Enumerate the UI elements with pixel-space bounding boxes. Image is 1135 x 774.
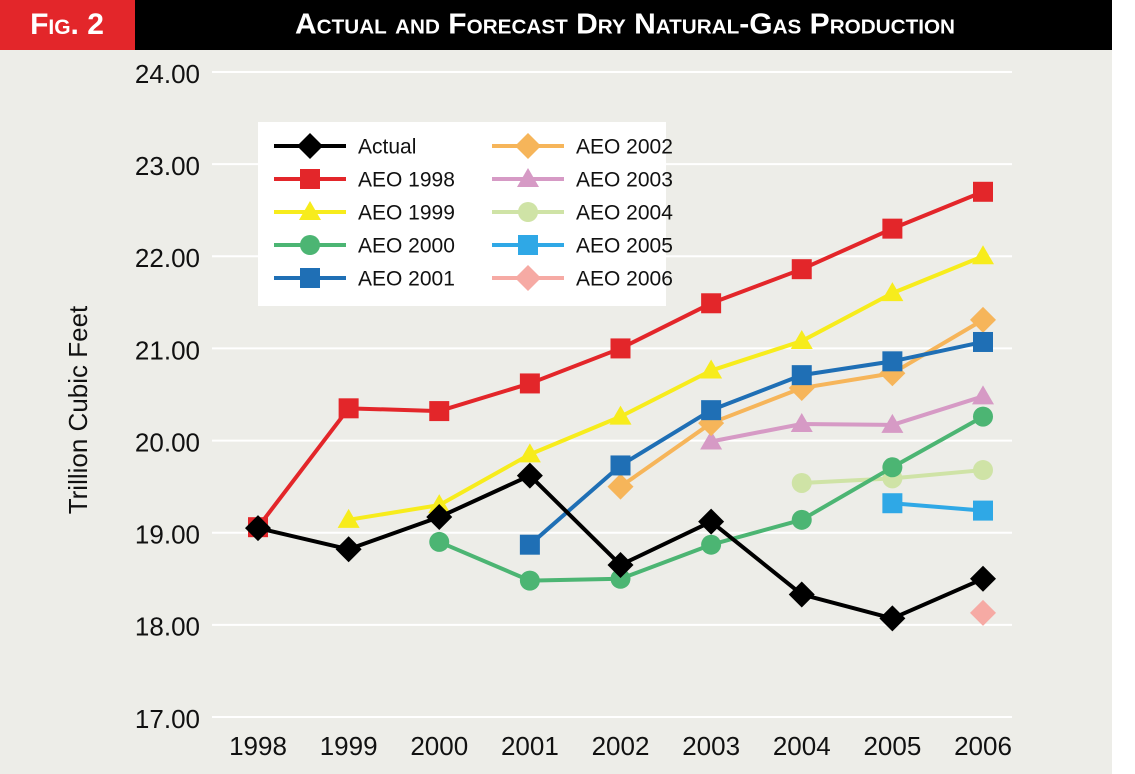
header-bar	[0, 0, 1112, 50]
marker	[973, 500, 993, 521]
marker	[882, 457, 903, 478]
marker	[973, 460, 993, 481]
marker	[609, 405, 632, 425]
legend-label: AEO 2003	[576, 169, 673, 192]
legend-marker	[518, 235, 538, 255]
y-tick-label: 17.00	[135, 704, 200, 734]
marker	[788, 581, 815, 608]
legend-marker	[518, 202, 538, 222]
marker	[607, 473, 634, 500]
marker	[881, 413, 904, 433]
marker	[882, 493, 903, 514]
y-tick-label: 22.00	[135, 243, 200, 273]
marker	[337, 508, 360, 528]
marker	[972, 385, 994, 405]
x-tick-label: 2002	[592, 731, 650, 761]
background	[0, 0, 1112, 774]
y-tick-label: 20.00	[135, 427, 200, 457]
marker	[701, 293, 722, 314]
legend-marker	[300, 235, 320, 255]
marker	[973, 181, 993, 202]
marker	[701, 534, 722, 555]
marker	[519, 534, 540, 555]
legend-label: AEO 2004	[576, 202, 673, 225]
chart-title: Actual and Forecast Dry Natural-Gas Prod…	[295, 9, 955, 41]
legend-marker	[300, 268, 320, 288]
legend-label: AEO 1998	[358, 169, 455, 192]
marker	[790, 330, 813, 350]
marker	[519, 373, 540, 394]
y-tick-label: 24.00	[135, 59, 200, 89]
y-tick-label: 18.00	[135, 612, 200, 642]
legend-marker	[299, 201, 321, 220]
marker	[879, 605, 906, 632]
marker	[335, 536, 362, 563]
marker	[516, 462, 543, 489]
legend-marker	[297, 133, 323, 159]
marker	[881, 282, 904, 302]
marker	[791, 365, 812, 386]
legend-marker	[515, 133, 541, 159]
series-line	[528, 340, 984, 547]
y-tick-label: 23.00	[135, 151, 200, 181]
x-tick-label: 2003	[682, 731, 740, 761]
marker	[790, 412, 813, 432]
legend-label: Actual	[358, 136, 416, 159]
x-tick-label: 1998	[229, 731, 287, 761]
figure-label-box	[0, 0, 135, 50]
x-tick-label: 1999	[320, 731, 378, 761]
marker	[607, 551, 634, 578]
marker	[610, 338, 631, 359]
marker	[791, 472, 812, 493]
legend-label: AEO 2005	[576, 235, 673, 258]
y-axis-label: Trillion Cubic Feet	[63, 305, 93, 514]
marker	[698, 508, 725, 535]
series-line	[710, 394, 984, 444]
marker	[700, 359, 723, 379]
x-tick-label: 2000	[410, 731, 468, 761]
marker	[428, 494, 451, 514]
x-tick-label: 2004	[773, 731, 831, 761]
marker	[610, 455, 631, 476]
legend-label: AEO 1999	[358, 202, 455, 225]
legend-label: AEO 2001	[358, 268, 455, 291]
marker	[610, 568, 631, 589]
marker	[882, 218, 903, 239]
marker	[245, 515, 271, 542]
marker	[519, 570, 540, 591]
marker	[973, 406, 993, 427]
marker	[973, 331, 993, 352]
marker	[970, 599, 996, 626]
y-tick-label: 21.00	[135, 335, 200, 365]
figure-label: Fig. 2	[30, 8, 104, 41]
marker	[791, 259, 812, 280]
legend-label: AEO 2002	[576, 136, 673, 159]
marker	[429, 401, 450, 422]
series-line	[892, 501, 984, 513]
marker	[972, 245, 994, 265]
x-tick-label: 2001	[501, 731, 559, 761]
marker	[518, 443, 541, 463]
marker	[970, 565, 996, 592]
series-line	[348, 254, 984, 522]
marker	[700, 430, 723, 450]
legend-marker	[517, 168, 539, 187]
legend-marker	[515, 265, 541, 291]
marker	[426, 504, 453, 531]
marker	[882, 351, 903, 372]
y-tick-label: 19.00	[135, 520, 200, 550]
legend-label: AEO 2006	[576, 268, 673, 291]
marker	[791, 509, 812, 530]
marker	[701, 400, 722, 421]
marker	[429, 531, 450, 552]
legend-label: AEO 2000	[358, 235, 455, 258]
marker	[970, 306, 996, 333]
x-tick-label: 2006	[954, 731, 1012, 761]
x-tick-label: 2005	[863, 731, 921, 761]
legend-marker	[300, 169, 320, 189]
marker	[338, 398, 359, 419]
